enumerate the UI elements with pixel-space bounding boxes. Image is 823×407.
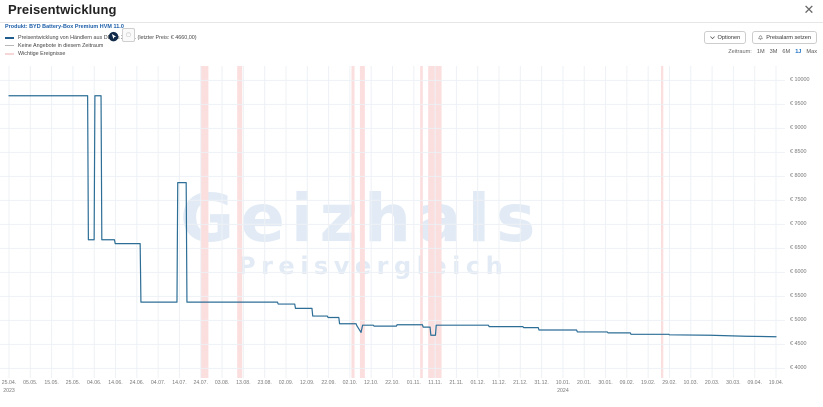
x-axis-tick-label: 24.06. (129, 380, 145, 386)
legend-item-no-offers[interactable]: Keine Angebote in diesem Zeitraum (5, 42, 197, 50)
legend-swatch-price-icon (5, 36, 14, 39)
y-axis-tick-label: € 9000 (790, 125, 807, 132)
x-axis-tick-label: 02.09. (278, 380, 294, 386)
x-axis-tick-label: 04.06. (87, 380, 102, 386)
range-option-6m[interactable]: 6M (782, 49, 791, 55)
x-axis-tick-label: 03.08. (214, 380, 230, 386)
x-axis-tick-label: 22.10. (385, 380, 400, 386)
page-title: Preisentwicklung (8, 2, 117, 17)
y-axis-tick-label: € 7500 (790, 197, 807, 204)
x-axis-tick-label: 02.10. (342, 380, 358, 386)
x-axis-tick-label: 25.05. (65, 380, 81, 386)
x-axis-tick-label: 11.12. (491, 380, 507, 386)
x-axis-tick-label: 12.10. (363, 380, 379, 386)
range-option-3m[interactable]: 3M (769, 49, 778, 55)
chevron-down-icon (709, 35, 715, 40)
x-axis-tick-label: 04.07. (150, 380, 166, 386)
legend-item-events[interactable]: Wichtige Ereignisse (5, 50, 197, 58)
x-axis-tick-label: 01.12. (470, 380, 485, 386)
y-axis-tick-label: € 7000 (790, 221, 807, 228)
y-axis-tick-label: € 4000 (790, 365, 807, 372)
x-axis-tick-label: 23.08. (257, 380, 272, 386)
modal-header: Preisentwicklung ✕ (0, 0, 823, 23)
x-axis-tick-label: 24.07. (193, 380, 208, 386)
close-icon[interactable]: ✕ (801, 2, 817, 18)
y-axis-tick-label: € 9500 (790, 101, 807, 108)
legend-swatch-events-icon (5, 52, 14, 55)
x-axis-labels: 25.04. 05.05. 15.05. 25.05. 04.06. 14.06. 24.0… (0, 380, 785, 402)
chart-toolbar: Optionen Preisalarm setzen Zeitraum: 1M … (703, 31, 817, 55)
y-axis-tick-label: € 5500 (790, 293, 807, 300)
range-selector: Zeitraum: 1M 3M 6M 1J Max (704, 49, 817, 55)
x-axis-tick-label: 19.02. (640, 380, 656, 386)
x-axis-tick-label: 30.03. (726, 380, 741, 386)
range-selector-label: Zeitraum: (728, 49, 752, 55)
x-axis-tick-label: 20.03. (704, 380, 720, 386)
bell-icon (758, 35, 763, 41)
price-alarm-button[interactable]: Preisalarm setzen (752, 31, 817, 44)
chart-plot (0, 66, 785, 378)
legend-label-no-offers: Keine Angebote in diesem Zeitraum (18, 42, 104, 49)
x-axis-tick-label: 21.12. (513, 380, 528, 386)
chart-legend: Produkt: BYD Battery-Box Premium HVM 11.… (5, 24, 197, 58)
range-option-1m[interactable]: 1M (756, 49, 765, 55)
y-axis-tick-label: € 6500 (790, 245, 807, 252)
legend-label-price: Preisentwicklung von Händlern aus DE bis… (18, 34, 197, 41)
x-axis-year-label: 2023 (3, 388, 15, 394)
price-history-chart[interactable]: Geizhals Preisvergleich (0, 66, 785, 378)
x-axis-tick-label: 19.04. (768, 380, 784, 386)
x-axis-tick-label: 14.06. (108, 380, 123, 386)
x-axis-tick-label: 09.02. (619, 380, 635, 386)
x-axis-tick-label: 20.01. (577, 380, 592, 386)
y-axis-tick-label: € 4500 (790, 341, 807, 348)
hover-tooltip-glyph: ▢ (126, 32, 131, 38)
range-option-max[interactable]: Max (806, 49, 817, 55)
y-axis-tick-label: € 5000 (790, 317, 807, 324)
options-button[interactable]: Optionen (703, 31, 747, 44)
x-axis-tick-label: 11.11. (428, 380, 442, 386)
x-axis-tick-label: 13.08. (236, 380, 251, 386)
x-axis-tick-label: 05.05. (23, 380, 38, 386)
x-axis-tick-label: 21.11. (449, 380, 464, 386)
product-label[interactable]: Produkt: BYD Battery-Box Premium HVM 11.… (5, 24, 124, 30)
options-button-label: Optionen (717, 34, 741, 41)
x-axis-tick-label: 01.11. (406, 380, 421, 386)
range-option-1j[interactable]: 1J (795, 49, 802, 55)
x-axis-tick-label: 22.09. (321, 380, 336, 386)
x-axis-tick-label: 29.02. (662, 380, 677, 386)
x-axis-tick-label: 12.09. (300, 380, 315, 386)
price-alarm-button-label: Preisalarm setzen (766, 34, 811, 41)
x-axis-tick-label: 30.01. (598, 380, 613, 386)
x-axis-year-label: 2024 (557, 388, 569, 394)
x-axis-tick-label: 10.01. (555, 380, 571, 386)
x-axis-tick-label: 31.12. (534, 380, 549, 386)
hover-tooltip-placeholder: ▢ (122, 28, 135, 42)
x-axis-tick-label: 14.07. (172, 380, 187, 386)
x-axis-tick-label: 10.03. (683, 380, 698, 386)
x-axis-tick-label: 25.04. (1, 380, 17, 386)
x-axis-tick-label: 09.04. (747, 380, 762, 386)
y-axis-tick-label: € 6000 (790, 269, 807, 276)
legend-swatch-no-offers-icon (5, 45, 14, 46)
y-axis-labels: € 10000 € 9500 € 9000 € 8500 € 8000 € 7500 € 7… (790, 66, 823, 378)
x-axis-tick-label: 15.05. (44, 380, 59, 386)
legend-item-price[interactable]: Preisentwicklung von Händlern aus DE bis… (5, 34, 197, 42)
y-axis-tick-label: € 10000 (790, 77, 810, 84)
y-axis-tick-label: € 8500 (790, 149, 807, 156)
toolbar-buttons: Optionen Preisalarm setzen (703, 31, 817, 44)
legend-label-events: Wichtige Ereignisse (18, 50, 66, 57)
y-axis-tick-label: € 8000 (790, 173, 807, 180)
